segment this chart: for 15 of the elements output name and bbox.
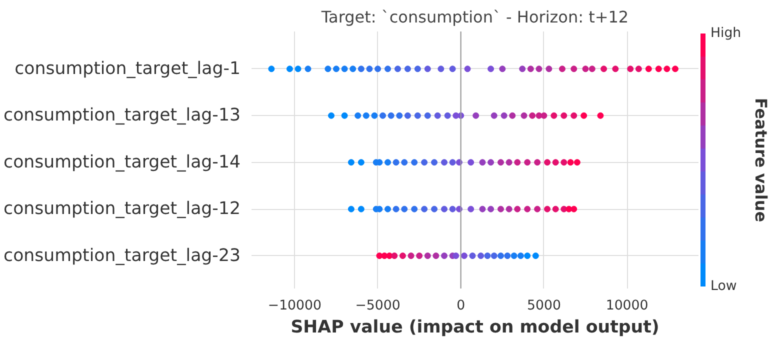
x-tick-label: 10000 xyxy=(606,298,648,314)
x-tick-label: 0 xyxy=(456,298,466,314)
y-tick-label: consumption_target_lag-13 xyxy=(4,106,241,126)
x-axis-title: SHAP value (impact on model output) xyxy=(290,318,660,338)
color-bar-title: Feature value xyxy=(752,98,770,222)
y-tick-label: consumption_target_lag-1 xyxy=(14,58,241,79)
x-tick-label: 5000 xyxy=(527,298,561,314)
chart-title: Target: `consumption` - Horizon: t+12 xyxy=(320,8,629,26)
x-tick-label: −5000 xyxy=(355,298,400,314)
y-tick-label: consumption_target_lag-14 xyxy=(4,152,241,172)
y-tick-label: consumption_target_lag-23 xyxy=(4,246,241,266)
x-tick-label: −10000 xyxy=(268,298,322,314)
color-bar-label: High xyxy=(710,26,742,41)
color-bar-label: Low xyxy=(710,279,737,294)
y-tick-label: consumption_target_lag-12 xyxy=(4,199,241,220)
